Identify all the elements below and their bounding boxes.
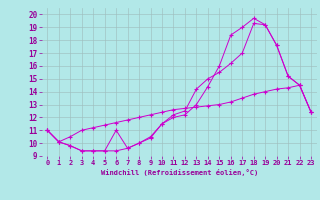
X-axis label: Windchill (Refroidissement éolien,°C): Windchill (Refroidissement éolien,°C) xyxy=(100,169,258,176)
